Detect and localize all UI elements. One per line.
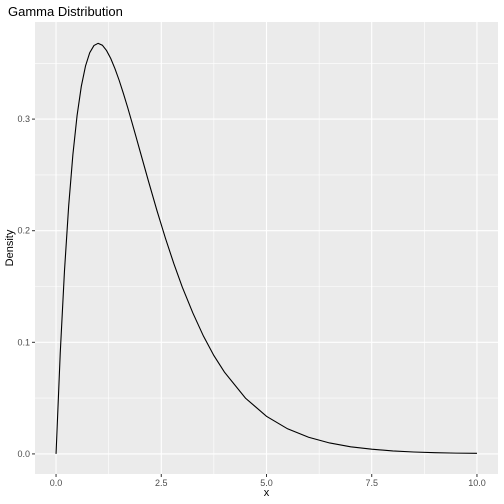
density-line [55, 42, 477, 454]
x-axis-title: x [264, 487, 270, 499]
x-axis: 0.0 2.5 5.0 7.5 10.0 [50, 474, 486, 488]
y-tick-label: 0.3 [17, 114, 30, 124]
x-tick-label: 5.0 [260, 478, 273, 488]
x-tick-label: 7.5 [365, 478, 378, 488]
y-axis: 0.0 0.1 0.2 0.3 [17, 114, 35, 459]
x-tick-label: 10.0 [468, 478, 486, 488]
y-tick-label: 0.2 [17, 226, 30, 236]
y-tick-label: 0.0 [17, 449, 30, 459]
y-tick-label: 0.1 [17, 337, 30, 347]
x-tick-label: 0.0 [50, 478, 63, 488]
chart-title: Gamma Distribution [8, 4, 123, 19]
major-gridlines [35, 22, 498, 474]
y-axis-title: Density [4, 229, 16, 266]
x-tick-label: 2.5 [155, 478, 168, 488]
